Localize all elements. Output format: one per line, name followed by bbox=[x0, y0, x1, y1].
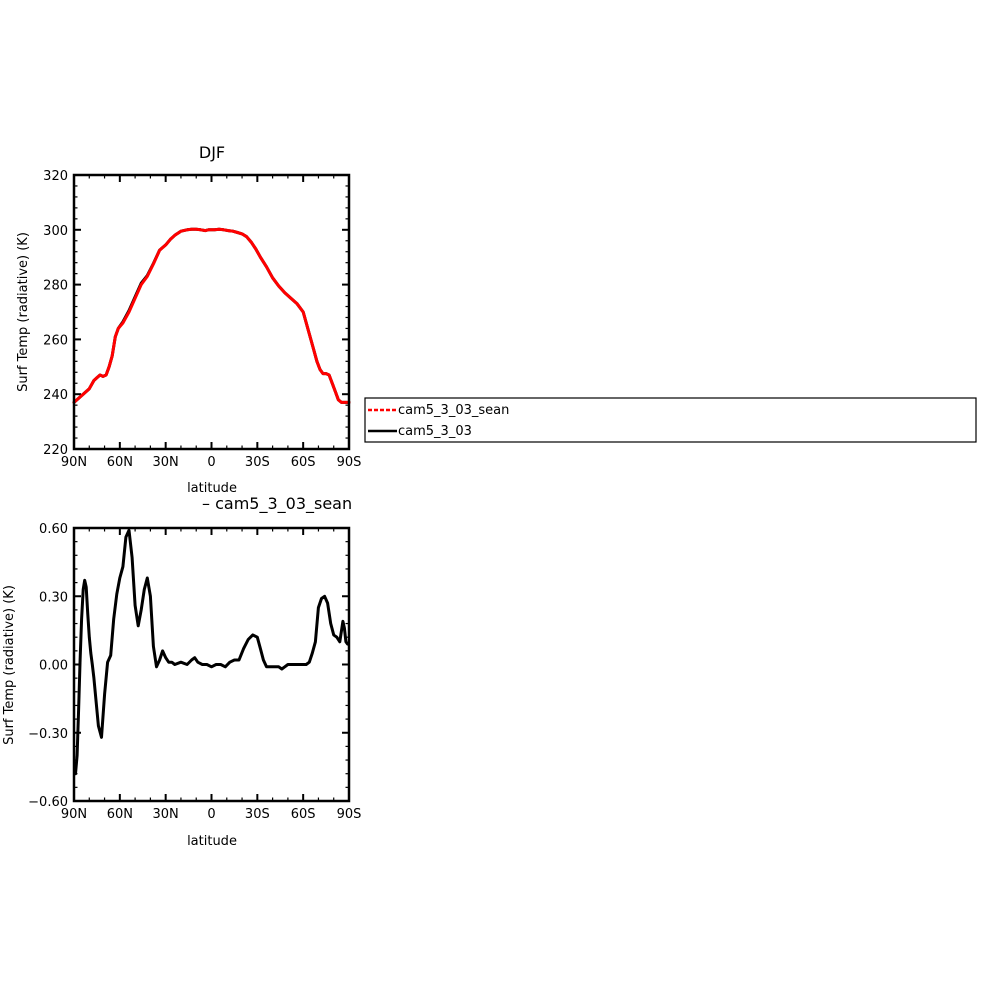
top-ytick-label: 260 bbox=[43, 333, 68, 348]
bottom-plot-area bbox=[74, 528, 349, 776]
top-ylabel: Surf Temp (radiative) (K) bbox=[16, 232, 31, 392]
legend-label-sean: cam5_3_03_sean bbox=[398, 403, 509, 418]
top-xtick-label: 60S bbox=[291, 455, 316, 470]
bottom-ytick-label: 0.30 bbox=[39, 590, 68, 605]
top-ytick-label: 300 bbox=[43, 224, 68, 239]
bottom-frame bbox=[72, 526, 351, 803]
top-xtick-label: 90S bbox=[337, 455, 362, 470]
top-series-cam5-3-03-sean bbox=[72, 227, 351, 404]
bottom-ylabel: Surf Temp (radiative) (K) bbox=[2, 585, 17, 745]
bottom-series-difference bbox=[74, 528, 349, 776]
bottom-xtick-label: 60N bbox=[107, 807, 133, 822]
bottom-xlabel: latitude bbox=[187, 834, 237, 849]
top-xtick-label: 0 bbox=[207, 455, 215, 470]
top-ytick-label: 240 bbox=[43, 388, 68, 403]
top-xtick-label: 30N bbox=[153, 455, 179, 470]
bottom-ytick-label: 0.00 bbox=[39, 659, 68, 674]
top-ytick-label: 280 bbox=[43, 279, 68, 294]
bottom-panel: – cam5_3_03_sean 90N 60N 30N 0 30S 60S 90S −0.6… bbox=[2, 494, 361, 849]
bottom-ytick-label: −0.60 bbox=[28, 795, 68, 810]
bottom-ytick-label: −0.30 bbox=[28, 727, 68, 742]
top-series-cam5-3-03 bbox=[72, 227, 351, 404]
top-plot-area bbox=[72, 227, 351, 404]
bottom-xtick-label: 90N bbox=[61, 807, 87, 822]
bottom-ytick-label: 0.60 bbox=[39, 522, 68, 537]
top-frame bbox=[72, 173, 351, 451]
bottom-xtick-label: 0 bbox=[207, 807, 215, 822]
bottom-ylabel-clip: Surf Temp (radiative) (K) bbox=[2, 585, 17, 745]
bottom-xtick-label: 60S bbox=[291, 807, 316, 822]
legend: cam5_3_03_sean cam5_3_03 bbox=[364, 397, 977, 443]
bottom-xtick-label: 30N bbox=[153, 807, 179, 822]
top-ytick-label: 320 bbox=[43, 169, 68, 184]
bottom-title: – cam5_3_03_sean bbox=[202, 494, 352, 514]
top-ytick-label: 220 bbox=[43, 443, 68, 458]
bottom-xtick-label: 30S bbox=[245, 807, 270, 822]
top-xtick-label: 30S bbox=[245, 455, 270, 470]
top-xlabel: latitude bbox=[187, 481, 237, 496]
top-xtick-label: 60N bbox=[107, 455, 133, 470]
legend-label-base: cam5_3_03 bbox=[398, 424, 472, 439]
top-ticks: 90N 60N 30N 0 30S 60S 90S 220 240 260 280 300 320 bbox=[43, 169, 361, 470]
bottom-ticks: 90N 60N 30N 0 30S 60S 90S −0.60 −0.30 0.00 0.30 0.6… bbox=[28, 522, 361, 822]
bottom-xtick-label: 90S bbox=[337, 807, 362, 822]
top-xtick-label: 90N bbox=[61, 455, 87, 470]
top-panel: DJF 90N 60N 30N 0 30S 60S 90S 220 240 260 280 300 32… bbox=[16, 143, 361, 496]
top-title: DJF bbox=[199, 143, 225, 162]
legend-box bbox=[364, 397, 977, 443]
